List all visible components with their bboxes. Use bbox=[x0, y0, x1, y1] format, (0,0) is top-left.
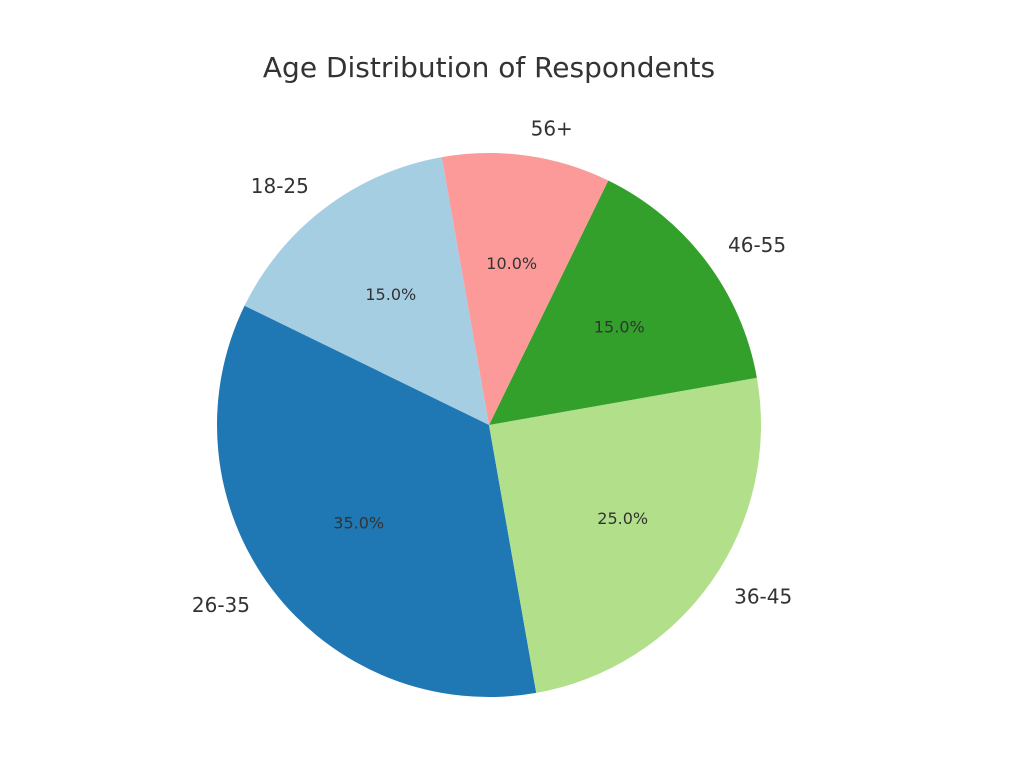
chart-title: Age Distribution of Respondents bbox=[263, 51, 715, 84]
slice-percent-label: 15.0% bbox=[594, 317, 645, 336]
pie-slice-46-55 bbox=[489, 180, 757, 425]
pie-slices bbox=[216, 152, 762, 698]
pie-slice-18-25 bbox=[244, 157, 489, 425]
slice-percent-label: 15.0% bbox=[365, 285, 416, 304]
slice-label: 18-25 bbox=[251, 174, 309, 198]
slice-percent-label: 25.0% bbox=[597, 509, 648, 528]
slice-label: 26-35 bbox=[192, 593, 250, 617]
slice-label: 36-45 bbox=[734, 585, 792, 609]
slice-percent-labels: 15.0% 35.0% 25.0% 15.0% 10.0% bbox=[333, 254, 648, 533]
slice-percent-label: 35.0% bbox=[333, 514, 384, 533]
pie-slice-26-35 bbox=[216, 305, 537, 698]
slice-label: 56+ bbox=[531, 117, 573, 141]
slice-category-labels: 18-25 26-35 36-45 46-55 56+ bbox=[192, 117, 792, 617]
pie-slice-56-plus bbox=[441, 152, 609, 425]
slice-percent-label: 10.0% bbox=[486, 254, 537, 273]
pie-slice-36-45 bbox=[489, 377, 762, 693]
slice-label: 46-55 bbox=[728, 233, 786, 257]
